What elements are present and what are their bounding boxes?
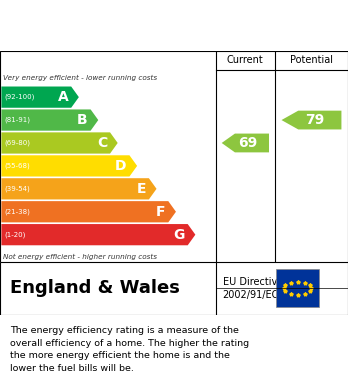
Text: B: B [77, 113, 88, 127]
Polygon shape [1, 86, 79, 108]
FancyBboxPatch shape [276, 269, 319, 307]
Text: (92-100): (92-100) [4, 94, 34, 100]
Text: E: E [137, 182, 146, 196]
Polygon shape [1, 224, 195, 245]
Polygon shape [1, 155, 137, 176]
Polygon shape [222, 134, 269, 152]
Text: The energy efficiency rating is a measure of the
overall efficiency of a home. T: The energy efficiency rating is a measur… [10, 326, 250, 373]
Text: A: A [58, 90, 69, 104]
Text: F: F [156, 205, 166, 219]
Text: 69: 69 [238, 136, 257, 150]
Polygon shape [1, 201, 176, 222]
Text: C: C [97, 136, 107, 150]
Text: (69-80): (69-80) [4, 140, 30, 146]
Text: Energy Efficiency Rating: Energy Efficiency Rating [9, 10, 229, 25]
Text: D: D [115, 159, 127, 173]
Polygon shape [1, 178, 157, 199]
Text: Current: Current [227, 56, 264, 65]
Text: Not energy efficient - higher running costs: Not energy efficient - higher running co… [3, 254, 158, 260]
Polygon shape [282, 111, 341, 129]
Text: EU Directive
2002/91/EC: EU Directive 2002/91/EC [223, 277, 283, 300]
Text: Very energy efficient - lower running costs: Very energy efficient - lower running co… [3, 75, 158, 81]
Polygon shape [1, 133, 118, 154]
Text: G: G [174, 228, 185, 242]
Text: England & Wales: England & Wales [10, 279, 180, 298]
Text: Potential: Potential [290, 56, 333, 65]
Polygon shape [1, 109, 98, 131]
Text: (1-20): (1-20) [4, 231, 25, 238]
Text: (55-68): (55-68) [4, 163, 30, 169]
Text: (39-54): (39-54) [4, 186, 30, 192]
Text: 79: 79 [305, 113, 324, 127]
Text: (21-38): (21-38) [4, 208, 30, 215]
Text: (81-91): (81-91) [4, 117, 30, 123]
